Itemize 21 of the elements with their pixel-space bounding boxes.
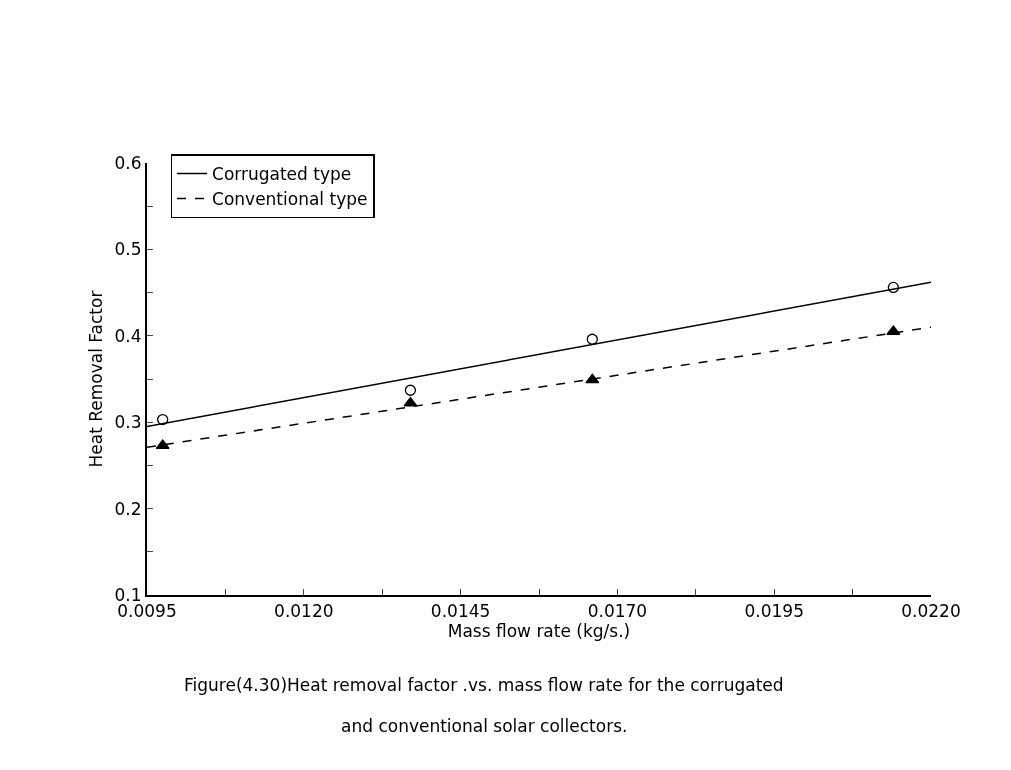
point — [157, 413, 169, 426]
point — [887, 281, 900, 294]
x-tick-label: 0.0145 — [430, 601, 491, 622]
point — [404, 384, 417, 396]
legend-label: Conventional type — [212, 189, 368, 210]
x-tick-label: 0.0170 — [587, 601, 648, 622]
y-axis-title: Heat Removal Factor — [85, 290, 106, 468]
x-tick-label: 0.0120 — [274, 601, 334, 622]
text: and conventional solar collectors. — [341, 716, 628, 736]
text: Figure(4.30)Heat removal factor .vs. mass flow rate for the corrugated — [184, 675, 784, 695]
x-axis-title: Mass flow rate (kg/s.) — [447, 621, 631, 642]
y-tick-label: 0.2 — [114, 498, 142, 519]
legend-label: Corrugated type — [212, 164, 352, 185]
x-tick-label: 0.0220 — [901, 601, 961, 622]
y-tick-label: 0.4 — [114, 325, 142, 346]
point — [585, 373, 600, 384]
x-tick-label: 0.0195 — [744, 601, 804, 622]
point — [586, 333, 598, 345]
y-tick-label: 0.3 — [114, 412, 142, 433]
y-tick-label: 0.5 — [114, 239, 142, 260]
y-tick-label: 0.6 — [114, 152, 142, 173]
